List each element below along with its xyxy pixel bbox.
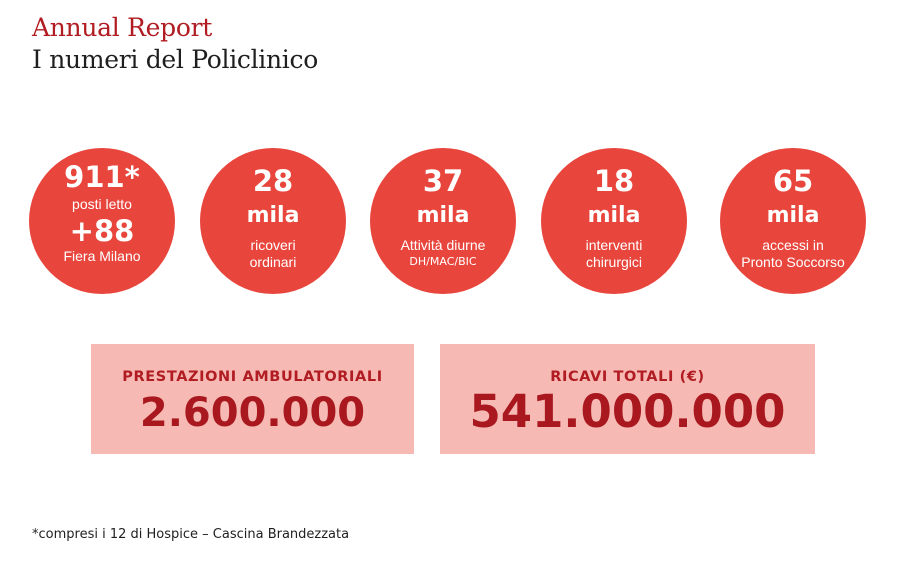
surgeries-unit: mila xyxy=(587,203,641,228)
stat-circle-beds: 911* posti letto +88 Fiera Milano xyxy=(29,148,175,294)
admissions-unit: mila xyxy=(246,203,300,228)
day-activities-label-line1: Attività diurne xyxy=(400,237,486,253)
emergency-label-line1: accessi in xyxy=(762,237,824,253)
outpatient-label: PRESTAZIONI AMBULATORIALI xyxy=(122,369,383,385)
report-title: Annual Report xyxy=(32,13,212,42)
beds-value: 911* xyxy=(64,160,140,194)
outpatient-value: 2.600.000 xyxy=(139,390,366,436)
admissions-label-line1: ricoveri xyxy=(250,237,296,253)
footnote: *compresi i 12 di Hospice – Cascina Bran… xyxy=(32,527,350,542)
admissions-label-line2: ordinari xyxy=(249,254,297,270)
surgeries-value: 18 xyxy=(593,164,635,198)
revenue-label: RICAVI TOTALI (€) xyxy=(550,369,705,385)
stat-circle-emergency: 65 mila accessi in Pronto Soccorso xyxy=(720,148,866,294)
admissions-value: 28 xyxy=(252,164,294,198)
day-activities-value: 37 xyxy=(422,164,464,198)
day-activities-unit: mila xyxy=(416,203,470,228)
stat-box-revenue: RICAVI TOTALI (€) 541.000.000 xyxy=(440,344,815,454)
beds-label: posti letto xyxy=(72,196,132,212)
emergency-unit: mila xyxy=(766,203,820,228)
stat-circle-admissions: 28 mila ricoveri ordinari xyxy=(200,148,346,294)
emergency-value: 65 xyxy=(772,164,814,198)
stat-circle-day-activities: 37 mila Attività diurne DH/MAC/BIC xyxy=(370,148,516,294)
surgeries-label-line1: interventi xyxy=(585,237,643,253)
day-activities-label-line2: DH/MAC/BIC xyxy=(409,255,477,268)
beds-extra-label: Fiera Milano xyxy=(63,248,141,264)
stat-circle-surgeries: 18 mila interventi chirurgici xyxy=(541,148,687,294)
beds-extra-value: +88 xyxy=(69,214,135,248)
surgeries-label-line2: chirurgici xyxy=(585,254,642,270)
emergency-label-line2: Pronto Soccorso xyxy=(741,254,845,270)
revenue-value: 541.000.000 xyxy=(469,385,786,438)
report-subtitle: I numeri del Policlinico xyxy=(32,45,318,74)
stat-box-outpatient: PRESTAZIONI AMBULATORIALI 2.600.000 xyxy=(91,344,414,454)
